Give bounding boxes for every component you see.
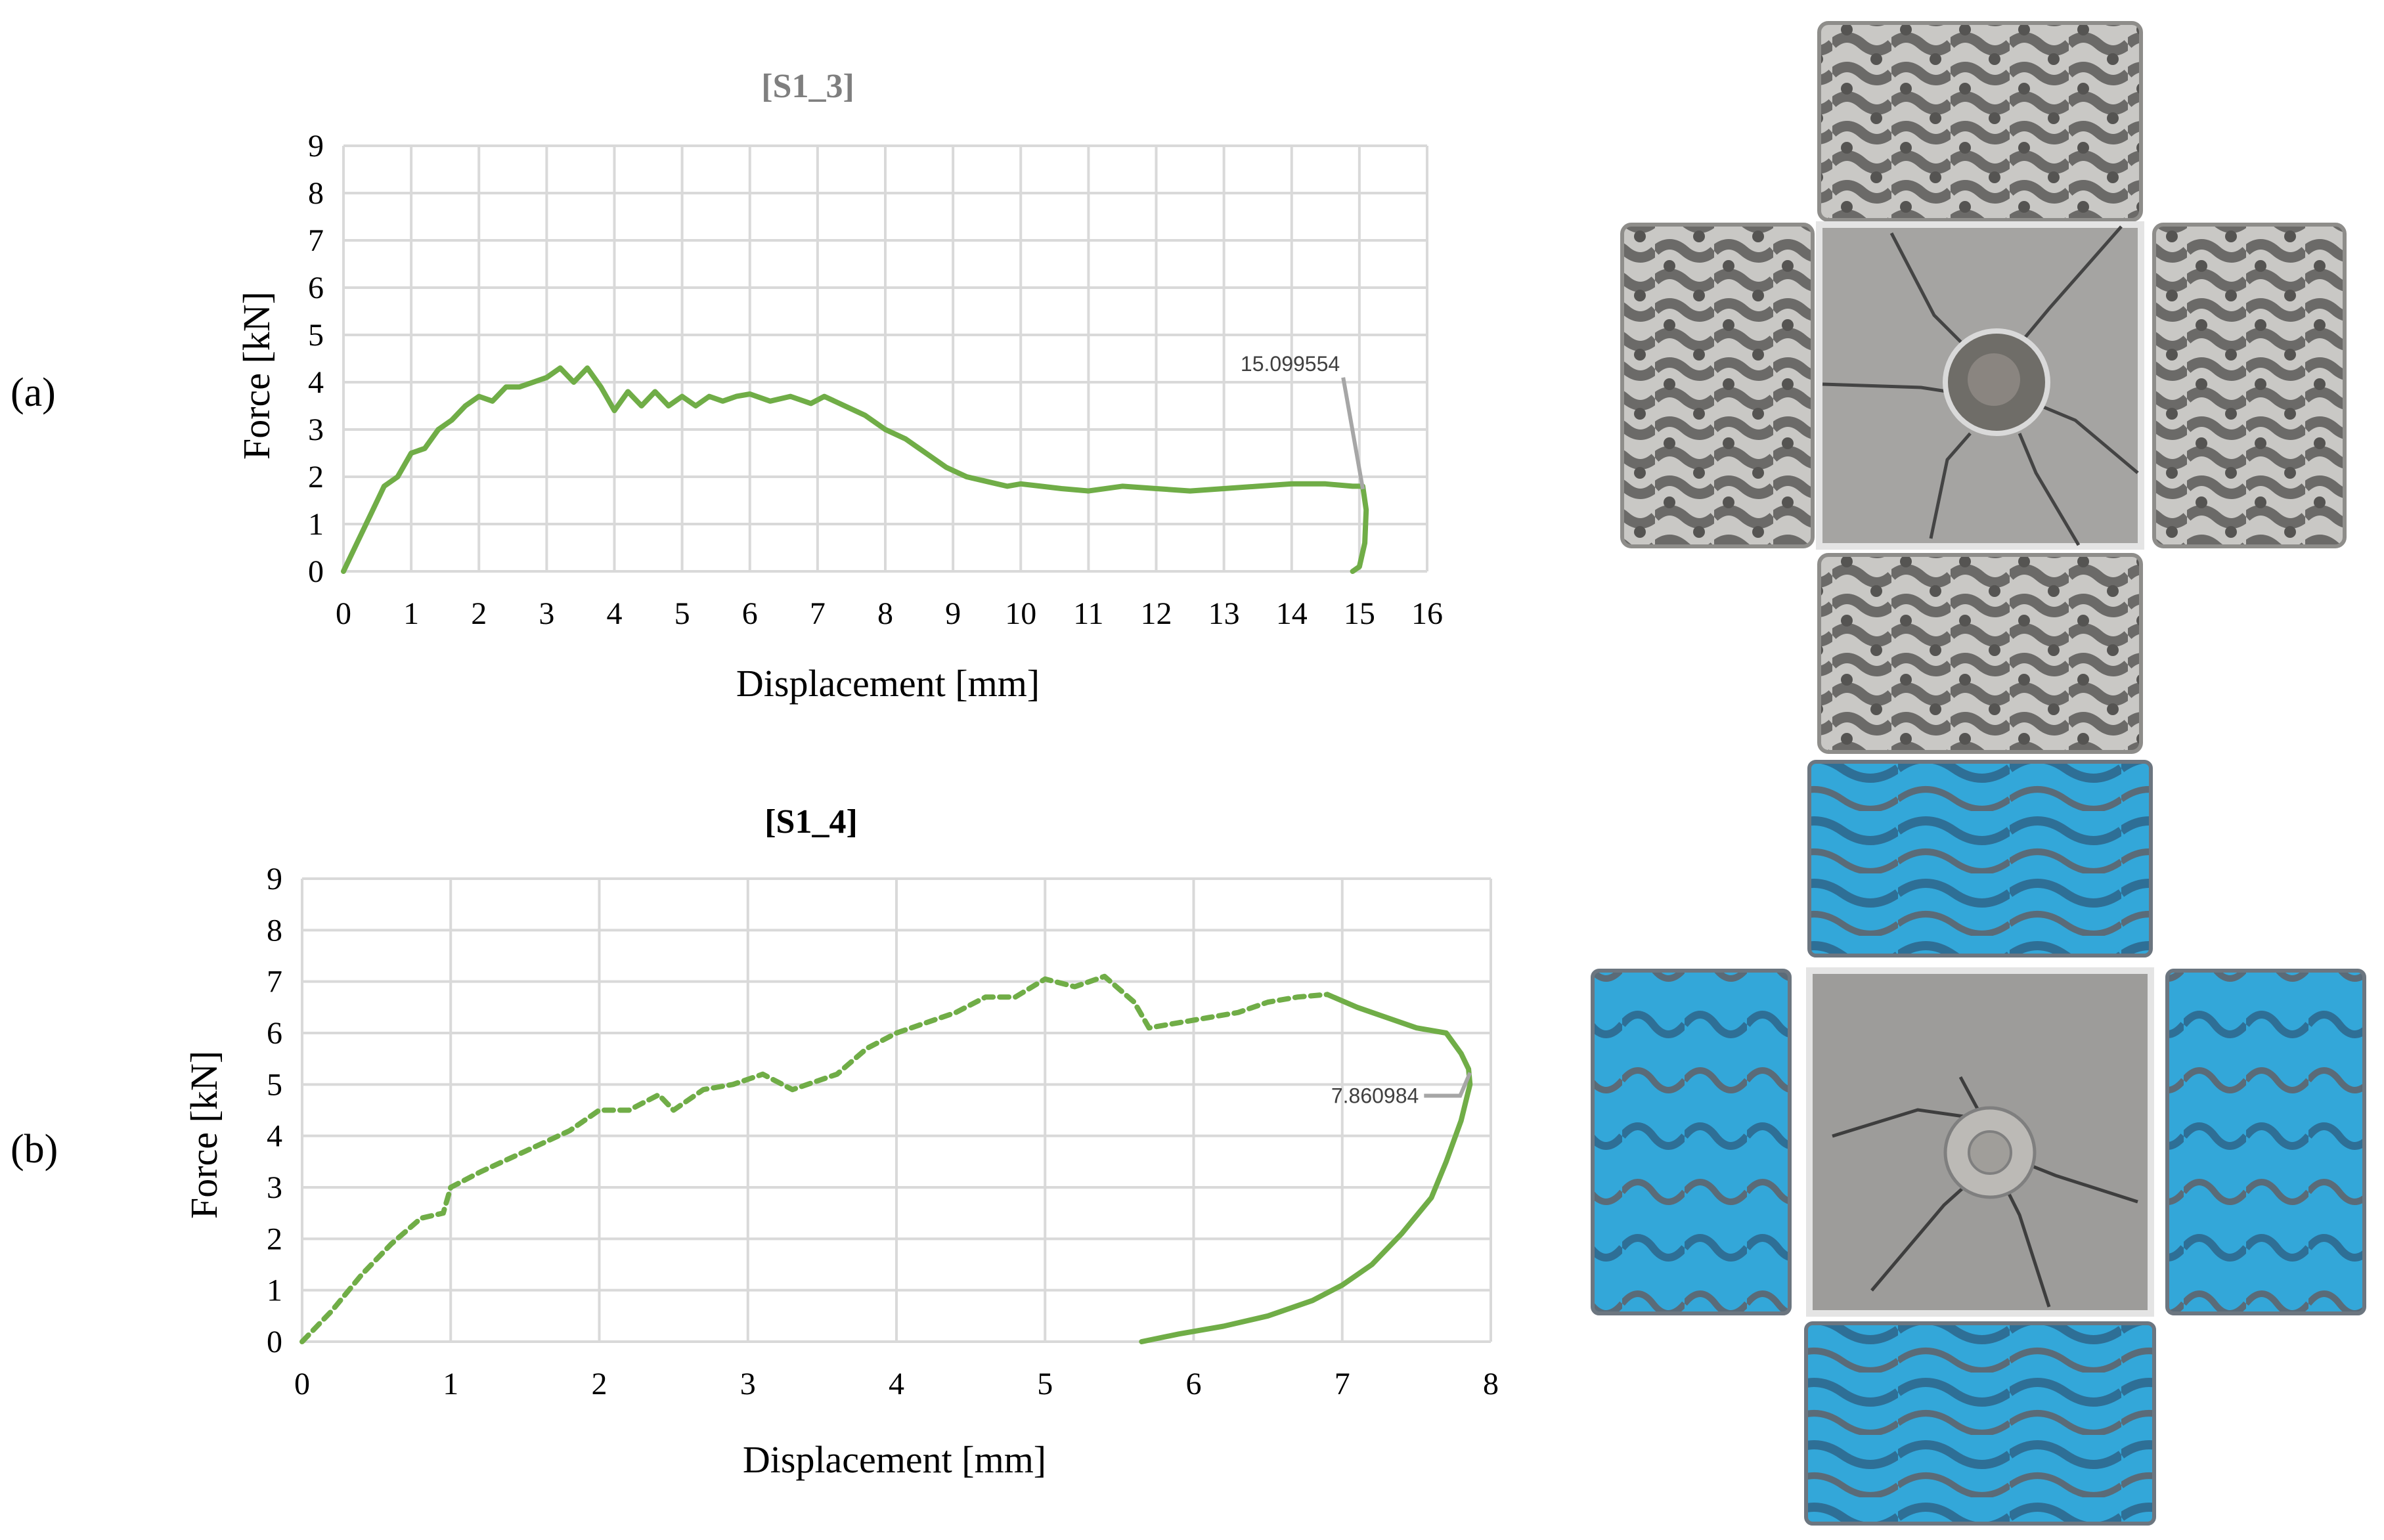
- gray-core-left: [1620, 223, 1815, 548]
- y-tick-label: 6: [308, 271, 324, 305]
- gray-crater-center: [1968, 353, 2020, 406]
- y-tick-label: 0: [267, 1325, 282, 1359]
- y-tick-label: 5: [308, 318, 324, 353]
- blue-core-right: [2165, 969, 2366, 1315]
- blue-core-bottom: [1804, 1321, 2156, 1526]
- chart-b-y-tick-labels: 0 1 2 3 4 5 6 7 8 9: [267, 862, 282, 1359]
- specimen-photo-gray: [1620, 21, 2347, 754]
- gray-core-right: [2152, 223, 2347, 548]
- chart-b-gridlines: [301, 877, 1492, 1343]
- x-tick-label: 3: [539, 596, 554, 631]
- x-tick-label: 2: [471, 596, 487, 631]
- chart-b-x-axis-title: Displacement [mm]: [743, 1438, 1046, 1481]
- chart-a-title: [S1_3]: [761, 68, 854, 105]
- x-tick-label: 0: [336, 596, 351, 631]
- y-tick-label: 1: [267, 1273, 282, 1308]
- chart-a-x-axis-title: Displacement [mm]: [736, 662, 1040, 705]
- chart-a-annotation: 15.099554: [1241, 352, 1365, 490]
- annotation-leader: [1341, 377, 1365, 490]
- series-line-dashed: [299, 973, 1331, 1344]
- x-tick-label: 6: [1186, 1367, 1202, 1401]
- x-tick-label: 12: [1141, 596, 1172, 631]
- x-tick-label: 6: [742, 596, 758, 631]
- panel-label-b: (b): [11, 1127, 58, 1172]
- x-tick-label: 1: [403, 596, 419, 631]
- y-tick-label: 7: [308, 223, 324, 258]
- x-tick-label: 0: [294, 1367, 310, 1401]
- chart-b-y-axis-title: Force [kN]: [183, 1051, 225, 1219]
- y-tick-label: 4: [308, 365, 324, 400]
- annotation-leader: [1424, 1072, 1472, 1098]
- chart-b-title: [S1_4]: [764, 803, 858, 841]
- y-tick-label: 5: [267, 1067, 282, 1102]
- x-tick-label: 9: [945, 596, 961, 631]
- y-tick-label: 6: [267, 1016, 282, 1051]
- x-tick-label: 7: [1335, 1367, 1350, 1401]
- gray-core-bottom: [1817, 553, 2143, 754]
- x-tick-label: 8: [877, 596, 893, 631]
- chart-b-x-tick-labels: 0 1 2 3 4 5 6 7 8: [294, 1367, 1499, 1401]
- chart-a-gridlines: [342, 144, 1428, 573]
- chart-a-y-axis-title: Force [kN]: [235, 292, 278, 460]
- x-tick-label: 16: [1411, 596, 1443, 631]
- x-tick-label: 5: [1037, 1367, 1053, 1401]
- specimen-photo-blue: [1591, 760, 2366, 1526]
- x-tick-label: 4: [607, 596, 623, 631]
- y-tick-label: 1: [308, 507, 324, 542]
- blue-core-left: [1591, 969, 1792, 1315]
- series-line-solid: [341, 365, 1369, 574]
- y-tick-label: 9: [308, 129, 324, 164]
- y-tick-label: 8: [267, 913, 282, 948]
- y-tick-label: 2: [308, 460, 324, 495]
- x-tick-label: 13: [1208, 596, 1240, 631]
- y-tick-label: 9: [267, 862, 282, 896]
- x-tick-label: 5: [674, 596, 690, 631]
- series-line-solid: [1139, 992, 1473, 1344]
- blue-crater-center: [1968, 1130, 2012, 1175]
- chart-b: [S1_4] 0 1 2 3 4 5 6 7 8 9 0 1 2 3 4 5 6 7 8 7.860984 Dis…: [183, 803, 1499, 1481]
- chart-a-y-tick-labels: 0 1 2 3 4 5 6 7 8 9: [308, 129, 324, 589]
- x-tick-label: 7: [810, 596, 826, 631]
- x-tick-label: 10: [1005, 596, 1036, 631]
- x-tick-label: 15: [1344, 596, 1375, 631]
- x-tick-label: 8: [1483, 1367, 1499, 1401]
- chart-a-series: [341, 365, 1369, 574]
- blue-core-top: [1807, 760, 2153, 957]
- annotation-label: 15.099554: [1241, 352, 1340, 376]
- y-tick-label: 8: [308, 176, 324, 211]
- y-tick-label: 0: [308, 554, 324, 589]
- chart-b-annotation: 7.860984: [1331, 1072, 1472, 1108]
- y-tick-label: 3: [267, 1170, 282, 1205]
- x-tick-label: 14: [1276, 596, 1308, 631]
- panel-label-a: (a): [11, 370, 56, 415]
- annotation-label: 7.860984: [1331, 1084, 1419, 1108]
- x-tick-label: 2: [592, 1367, 607, 1401]
- x-tick-label: 3: [740, 1367, 756, 1401]
- gray-core-top: [1817, 21, 2143, 222]
- chart-b-series: [299, 973, 1473, 1344]
- y-tick-label: 4: [267, 1119, 282, 1154]
- chart-a-x-tick-labels: 0 1 2 3 4 5 6 7 8 9 10 11 12 13 14 15 16: [336, 596, 1443, 631]
- x-tick-label: 4: [889, 1367, 904, 1401]
- x-tick-label: 1: [443, 1367, 458, 1401]
- y-tick-label: 2: [267, 1221, 282, 1256]
- y-tick-label: 3: [308, 412, 324, 447]
- x-tick-label: 11: [1073, 596, 1103, 631]
- y-tick-label: 7: [267, 965, 282, 1000]
